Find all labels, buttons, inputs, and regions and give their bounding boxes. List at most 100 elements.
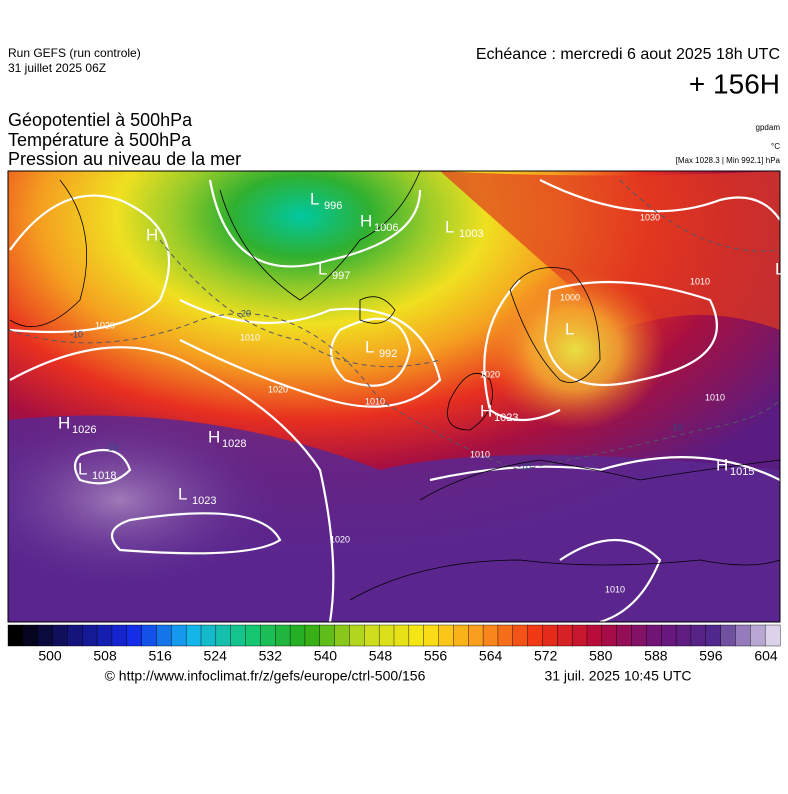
colorbar-swatch (750, 624, 766, 647)
isobar-label: 1030 (640, 212, 660, 222)
center-value: 996 (324, 200, 342, 212)
colorbar: 500 508 516 524 532 540 548 556 564 572 580 588 596 6… (7, 624, 781, 664)
colorbar-swatch (675, 624, 692, 647)
colorbar-swatch (453, 624, 469, 647)
colorbar-swatch (7, 624, 24, 647)
colorbar-swatch (438, 624, 454, 647)
colorbar-swatch (616, 624, 633, 647)
isobar-label: 1020 (480, 369, 500, 379)
colorbar-tick-label: 556 (424, 648, 448, 664)
colorbar-swatch (126, 624, 143, 647)
colorbar-swatch (245, 624, 261, 647)
title: Géopotentiel à 500hPa (8, 110, 193, 130)
isobar-label: 1000 (560, 292, 580, 302)
colorbar-swatch (171, 624, 187, 647)
colorbar-swatch (631, 624, 647, 647)
center-value: 1018 (92, 470, 116, 482)
colorbar-swatch (601, 624, 618, 647)
center-value: 1023 (192, 495, 216, 507)
center-kind: H (716, 455, 728, 474)
colorbar-swatch (423, 624, 440, 647)
center-kind: H (480, 401, 492, 420)
colorbar-tick-label: 540 (314, 648, 338, 664)
center-kind: L (365, 337, 374, 356)
colorbar-swatch (215, 624, 232, 647)
colorbar-swatch (230, 624, 247, 647)
isotherms (8, 179, 780, 471)
colorbar-tick-label: 500 (38, 648, 62, 664)
isobar-label: 1010 (240, 332, 260, 342)
field (485, 270, 665, 430)
isobar-label: 1010 (365, 396, 385, 406)
colorbar-tick-label: 604 (754, 648, 778, 664)
colorbar-swatch (334, 624, 350, 647)
colorbar-swatch (364, 624, 380, 647)
colorbar-swatch (586, 624, 603, 647)
center-kind: L (78, 459, 87, 478)
colorbar-swatch (22, 624, 39, 647)
colorbar-swatch (82, 624, 98, 647)
isobar-label: 1010 (705, 392, 725, 402)
center-kind: L (565, 319, 574, 338)
generated: 31 juil. 2025 10:45 UTC (544, 668, 691, 684)
center-value: 1003 (459, 228, 483, 240)
center-value: 997 (332, 270, 350, 282)
colorbar-swatch (275, 624, 291, 647)
source: © http://www.infoclimat.fr/z/gefs/europe… (105, 668, 426, 684)
colorbar-swatch (735, 624, 751, 647)
map-frame (7, 170, 781, 623)
center-kind: H (146, 225, 158, 244)
isobar-label: 1020 (95, 320, 115, 330)
center-kind: H (208, 427, 220, 446)
colorbar-tick-label: 572 (534, 648, 558, 664)
colorbar-swatch (542, 624, 558, 647)
center-value: 1006 (374, 222, 398, 234)
field (440, 171, 780, 330)
lead-time: + 156H (689, 68, 780, 99)
colorbar-swatch (260, 624, 276, 647)
isotherm-label: -10 (105, 442, 118, 452)
colorbar-swatch (111, 624, 128, 647)
colorbar-swatch (690, 624, 707, 647)
isotherm-label: -10 (70, 329, 83, 339)
colorbar-swatch (52, 624, 68, 647)
center-kind: H (58, 413, 70, 432)
colorbar-swatch (67, 624, 83, 647)
isobar-label: 1020 (330, 534, 350, 544)
center-value: 1015 (730, 466, 754, 478)
colorbar-swatch (527, 624, 543, 647)
run-date: 31 juillet 2025 06Z (8, 61, 106, 75)
colorbar-swatch (200, 624, 217, 647)
center-kind: L (310, 189, 319, 208)
isotherm-label: -20 (238, 308, 251, 318)
center-kind: L (775, 259, 784, 278)
colorbar-tick-label: 580 (589, 648, 613, 664)
map (8, 171, 780, 622)
colorbar-tick-label: 532 (259, 648, 283, 664)
colorbar-swatch (512, 624, 529, 647)
colorbar-swatch (304, 624, 321, 647)
colorbar-swatch (378, 624, 395, 647)
colorbar-swatch (764, 624, 781, 647)
colorbar-swatch (720, 624, 736, 647)
colorbar-swatch (37, 624, 54, 647)
colorbar-swatch (482, 624, 499, 647)
valid-time: Echéance : mercredi 6 aout 2025 18h UTC (476, 46, 780, 63)
colorbar-swatch (408, 624, 425, 647)
colorbar-swatch (661, 624, 677, 647)
center-value: 1028 (222, 438, 246, 450)
isobar-label: 1010 (690, 276, 710, 286)
coastlines (9, 171, 780, 601)
unit: gpdam (756, 123, 781, 132)
colorbar-tick-label: 516 (148, 648, 172, 664)
colorbar-swatch (705, 624, 722, 647)
center-kind: L (178, 484, 187, 503)
center-kind: L (445, 217, 454, 236)
isobars (9, 179, 780, 622)
isobar-label: 1020 (268, 384, 288, 394)
colorbar-swatch (468, 624, 484, 647)
colorbar-tick-label: 524 (204, 648, 228, 664)
center-kind: L (318, 259, 327, 278)
colorbar-swatch (141, 624, 157, 647)
